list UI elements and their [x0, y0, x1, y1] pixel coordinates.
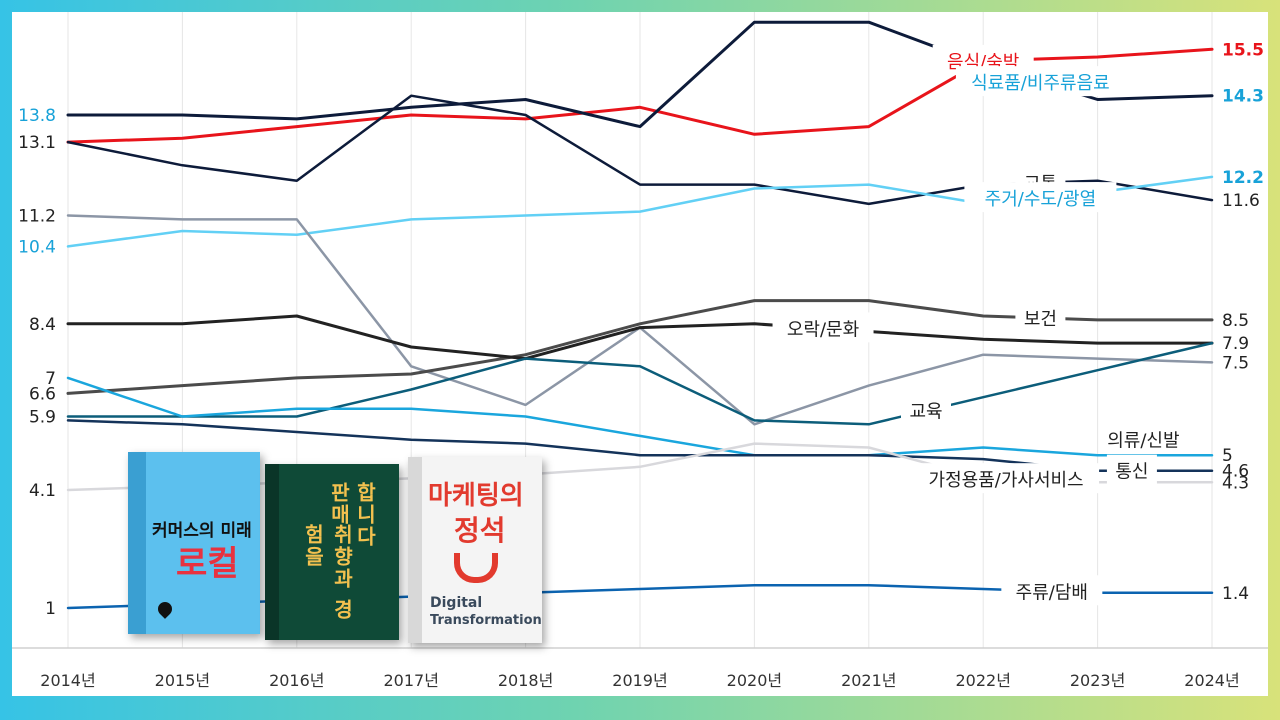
end-value-label: 12.2 [1222, 168, 1264, 188]
x-tick-label: 2015년 [155, 671, 210, 690]
x-axis: 2014년 2015년 2016년 2017년 2018년 2019년 2020년 2021년… [12, 647, 1268, 690]
series-line [66, 314, 1214, 361]
chart-frame: 15.5음식/숙박13.814.3식료품/비주류음료13.111.6교통10.4… [12, 12, 1268, 696]
series-name-label: 가정용품/가사서비스 [929, 470, 1084, 491]
labels: 15.5음식/숙박13.814.3식료품/비주류음료13.111.6교통10.4… [18, 40, 1264, 619]
series-label-bg [913, 463, 1100, 494]
end-value-label: 7.9 [1222, 334, 1249, 354]
x-tick-label: 2016년 [269, 671, 324, 690]
series-label-bg [1106, 454, 1157, 485]
end-value-label: 8.5 [1222, 311, 1249, 331]
start-value-label: 6.6 [29, 384, 56, 404]
end-value-label: 11.6 [1222, 191, 1260, 211]
series-name-label: 의류/신발 [1107, 431, 1179, 452]
x-tick-label: 2023년 [1070, 671, 1125, 690]
start-value-label: 13.1 [18, 133, 56, 153]
end-value-label: 1.4 [1222, 584, 1249, 604]
series-label-bg [964, 182, 1117, 213]
x-tick-label: 2017년 [383, 671, 438, 690]
series-name-label: 교육 [909, 402, 942, 423]
x-tick-label: 2020년 [727, 671, 782, 690]
series-label-bg [772, 312, 874, 343]
start-value-label: 10.4 [18, 237, 56, 257]
x-tick-label: 2014년 [40, 671, 95, 690]
series-line [66, 419, 1214, 472]
series-name-label: 보건 [1024, 309, 1057, 330]
series-name-label: 주류/담배 [1016, 582, 1088, 603]
series-name-label: 오락/문화 [787, 319, 859, 340]
x-tick-label: 2019년 [612, 671, 667, 690]
start-value-label: 13.8 [18, 106, 56, 126]
book-cover-lifestyle: 판매 합니다 취향과 경험을 [265, 464, 399, 640]
series-name-label: 주거/수도/광열 [985, 189, 1097, 210]
end-value-label: 7.5 [1222, 353, 1249, 373]
start-value-label: 7 [45, 369, 56, 389]
series-label-bg [955, 66, 1125, 97]
series-name-label: 통신 [1115, 462, 1148, 483]
x-tick-label: 2024년 [1184, 671, 1239, 690]
series-line [66, 341, 1214, 426]
book-cover-marketing: 마케팅의 정석 Digital Transformation [408, 457, 542, 643]
x-tick-label: 2021년 [841, 671, 896, 690]
book-cover-commerce: 커머스의 미래 로컬 [128, 452, 260, 634]
end-value-label: 5 [1222, 446, 1233, 466]
series-name-label: 식료품/비주류음료 [971, 73, 1110, 94]
start-value-label: 8.4 [29, 315, 56, 335]
start-value-label: 4.1 [29, 481, 56, 501]
start-value-label: 5.9 [29, 408, 56, 428]
series-line [66, 376, 1214, 457]
x-tick-label: 2018년 [498, 671, 553, 690]
start-value-label: 1 [45, 599, 56, 619]
line-chart: 15.5음식/숙박13.814.3식료품/비주류음료13.111.6교통10.4… [12, 12, 1268, 690]
end-value-label: 4.6 [1222, 462, 1249, 482]
series-label-bg [1001, 575, 1103, 606]
start-value-label: 11.2 [18, 207, 56, 227]
end-value-label: 14.3 [1222, 87, 1264, 107]
end-value-label: 4.3 [1222, 473, 1249, 493]
end-value-label: 15.5 [1222, 40, 1264, 60]
x-tick-label: 2022년 [955, 671, 1010, 690]
series-label-bg [901, 394, 951, 425]
series-label-bg [1015, 301, 1066, 332]
